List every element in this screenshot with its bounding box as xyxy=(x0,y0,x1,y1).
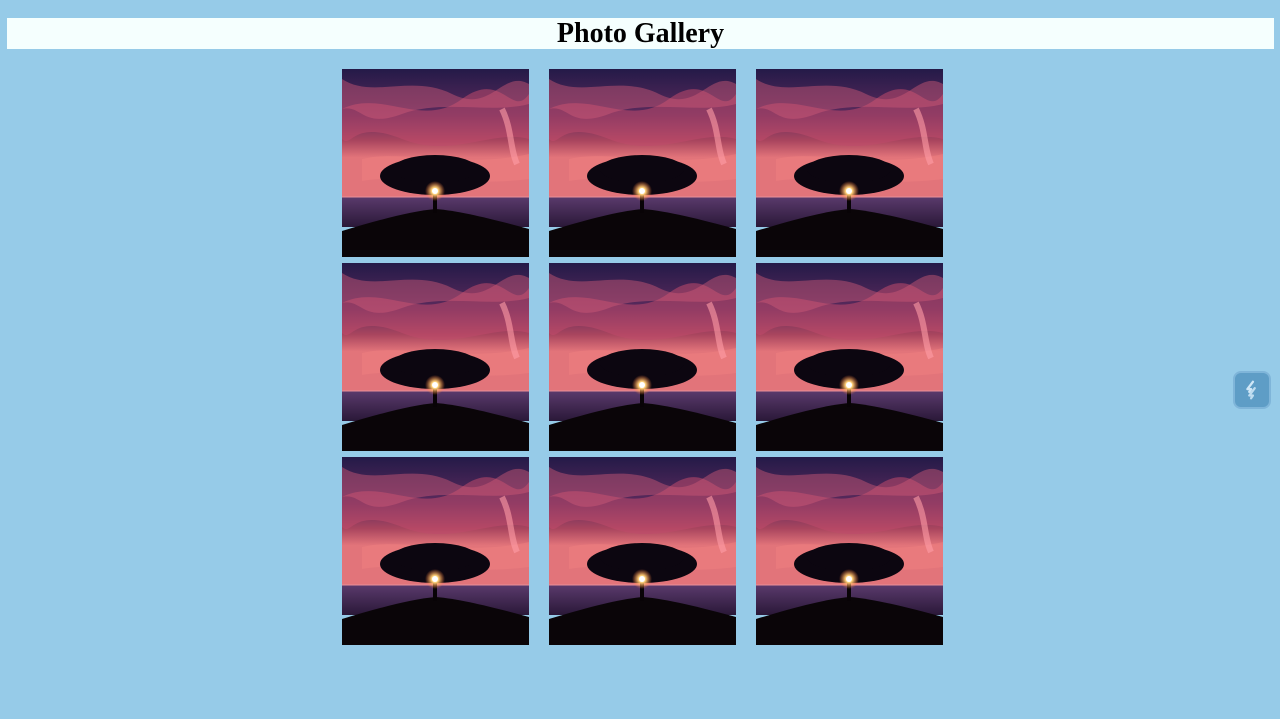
gallery-photo[interactable] xyxy=(756,69,943,257)
gallery-photo[interactable] xyxy=(549,69,736,257)
page-title: Photo Gallery xyxy=(556,18,725,49)
floating-link-button[interactable] xyxy=(1233,371,1271,409)
gallery-photo[interactable] xyxy=(756,263,943,451)
gallery-photo[interactable] xyxy=(342,69,529,257)
gallery-photo[interactable] xyxy=(756,457,943,645)
gallery-photo[interactable] xyxy=(549,457,736,645)
photo-gallery-grid xyxy=(342,69,942,645)
link-icon xyxy=(1246,380,1256,400)
gallery-photo[interactable] xyxy=(342,263,529,451)
gallery-photo[interactable] xyxy=(342,457,529,645)
gallery-photo[interactable] xyxy=(549,263,736,451)
header-bar: Photo Gallery xyxy=(7,18,1274,49)
